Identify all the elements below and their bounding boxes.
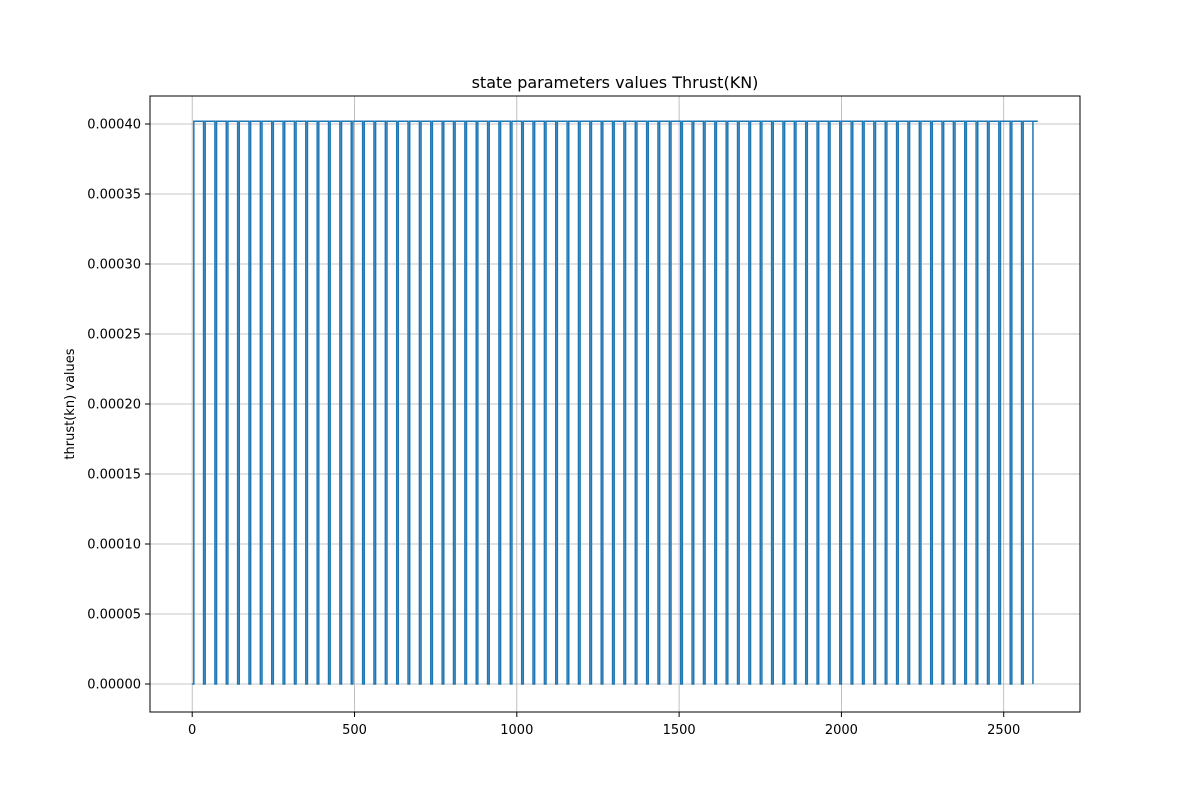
y-tick-label: 0.00005 bbox=[87, 608, 141, 623]
x-tick-label: 2500 bbox=[987, 723, 1020, 738]
x-tick-label: 500 bbox=[342, 723, 367, 738]
x-tick-label: 1500 bbox=[663, 723, 696, 738]
axis-ticks: 0 500 1000 1500 2000 2500 0.00000 0.00005 0.0001… bbox=[87, 118, 1020, 739]
y-axis-label: thrust(kn) values bbox=[63, 348, 78, 459]
chart-title: state parameters values Thrust(KN) bbox=[472, 73, 759, 92]
y-tick-label: 0.00020 bbox=[87, 398, 141, 413]
y-tick-label: 0.00010 bbox=[87, 538, 141, 553]
y-tick-label: 0.00015 bbox=[87, 468, 141, 483]
series-layer bbox=[192, 120, 1038, 685]
y-tick-label: 0.00040 bbox=[87, 118, 141, 133]
y-tick-label: 0.00025 bbox=[87, 328, 141, 343]
x-tick-label: 2000 bbox=[825, 723, 858, 738]
y-tick-label: 0.00035 bbox=[87, 188, 141, 203]
thrust-series-line bbox=[192, 120, 1038, 685]
y-tick-label: 0.00030 bbox=[87, 258, 141, 273]
x-tick-label: 1000 bbox=[500, 723, 533, 738]
y-tick-label: 0.00000 bbox=[87, 678, 141, 693]
x-tick-label: 0 bbox=[188, 723, 196, 738]
